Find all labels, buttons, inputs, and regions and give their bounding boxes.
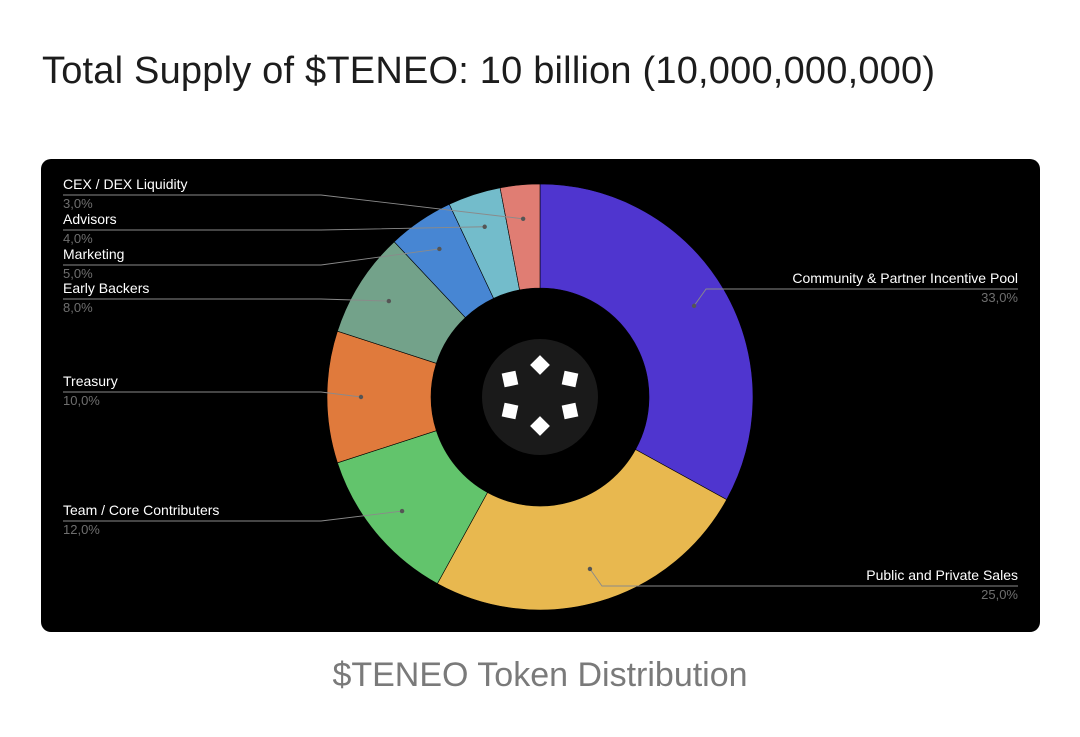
leader-dot-advisors: [482, 224, 487, 229]
value-label-cex-dex-liquidity: 3,0%: [63, 196, 93, 211]
leader-dot-cex-dex-liquidity: [520, 216, 526, 221]
leader-line-public-and-private-sales: [589, 568, 1018, 587]
chart-slices: [326, 183, 754, 611]
value-label-early-backers: 8,0%: [63, 300, 93, 315]
label-team-core-contributers: Team / Core Contributers: [63, 502, 219, 518]
value-label-advisors: 4,0%: [63, 231, 93, 246]
value-label-public-and-private-sales: 25,0%: [981, 587, 1018, 602]
chart-card: Community & Partner Incentive Pool 33,0% P…: [41, 159, 1040, 632]
leader-line-treasury: [63, 391, 362, 398]
label-public-and-private-sales: Public and Private Sales: [866, 567, 1018, 583]
label-community-partner-incentive-pool: Community & Partner Incentive Pool: [792, 270, 1018, 286]
value-label-treasury: 10,0%: [63, 393, 100, 408]
leader-dot-treasury: [358, 394, 364, 400]
slice-cex-dex-liquidity: [499, 183, 541, 291]
leader-line-advisors: [63, 226, 485, 231]
page-title: Total Supply of $TENEO: 10 billion (10,0…: [42, 50, 936, 92]
leader-dot-marketing: [437, 246, 442, 252]
label-early-backers: Early Backers: [63, 280, 149, 296]
leader-dot-early-backers: [386, 298, 392, 304]
value-label-team-core-contributers: 12,0%: [63, 522, 100, 537]
slice-community-partner-incentive-pool: [539, 183, 754, 501]
leader-line-team-core-contributers: [63, 510, 403, 522]
leader-dot-community-partner-incentive-pool: [691, 303, 697, 309]
teneo-logo-icon: [482, 339, 598, 455]
leader-line-cex-dex-liquidity: [63, 194, 524, 220]
slice-public-and-private-sales: [436, 449, 728, 611]
value-label-community-partner-incentive-pool: 33,0%: [981, 290, 1018, 305]
leader-line-marketing: [63, 248, 440, 266]
label-advisors: Advisors: [63, 211, 117, 227]
leader-line-community-partner-incentive-pool: [693, 288, 1018, 307]
donut-chart: Community & Partner Incentive Pool 33,0% P…: [63, 176, 1018, 611]
label-treasury: Treasury: [63, 373, 118, 389]
label-marketing: Marketing: [63, 246, 124, 262]
label-cex-dex-liquidity: CEX / DEX Liquidity: [63, 176, 188, 192]
chart-labels: Community & Partner Incentive Pool 33,0% P…: [63, 176, 1018, 602]
leader-dot-team-core-contributers: [399, 508, 405, 514]
chart-caption: $TENEO Token Distribution: [332, 656, 748, 694]
chart-leader-lines: [63, 194, 1018, 587]
leader-line-early-backers: [63, 298, 389, 302]
value-label-marketing: 5,0%: [63, 266, 93, 281]
leader-dot-public-and-private-sales: [587, 566, 593, 572]
